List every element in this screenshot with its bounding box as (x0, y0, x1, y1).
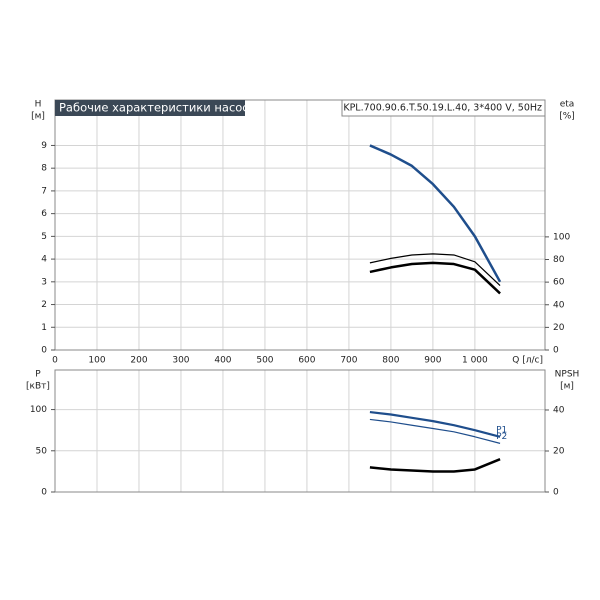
y2-tick-label: 60 (553, 278, 565, 288)
y2-tick-label: 100 (553, 232, 570, 242)
y2-axis-unit: [%] (559, 112, 575, 122)
x-tick-label: 1 000 (462, 356, 488, 366)
plot-frame (54, 99, 546, 351)
y-tick-label: 3 (41, 277, 47, 287)
x-tick-label: 200 (130, 356, 147, 366)
x-tick-label: 800 (382, 356, 399, 366)
y-axis-unit: [м] (31, 112, 45, 122)
y2-tick-label: 40 (553, 405, 565, 415)
x-tick-label: 100 (88, 356, 105, 366)
series-line (369, 253, 501, 286)
title-box (55, 100, 245, 116)
series-label: P2 (496, 432, 507, 442)
series-label: P1 (496, 425, 507, 435)
y-tick-label: 0 (41, 346, 47, 356)
y2-tick-label: 0 (553, 346, 559, 356)
y-axis-label: H (35, 100, 42, 110)
y2-tick-label: 80 (553, 255, 565, 265)
y-tick-label: 1 (41, 323, 47, 333)
y-tick-label: 8 (41, 164, 47, 174)
x-tick-label: 0 (52, 356, 58, 366)
x-tick-label: 400 (214, 356, 231, 366)
chart-title: Рабочие характеристики насоса (59, 101, 256, 115)
model-box (341, 99, 546, 117)
y2-tick-label: 20 (553, 323, 565, 333)
y2-axis-label: NPSH (555, 370, 580, 380)
y-tick-label: 6 (41, 209, 47, 219)
y-tick-label: 4 (41, 255, 47, 265)
y-tick-label: 9 (41, 141, 47, 151)
y2-tick-label: 40 (553, 300, 565, 310)
x-tick-label: 900 (424, 356, 441, 366)
series-line (369, 418, 501, 444)
y-tick-label: 2 (41, 300, 47, 310)
y-axis-label: P (35, 370, 41, 380)
y-tick-label: 100 (30, 405, 47, 415)
y-tick-label: 0 (41, 488, 47, 498)
series-line (369, 410, 501, 438)
x-tick-label: 300 (172, 356, 189, 366)
y2-axis-label: eta (560, 100, 575, 110)
x-axis-label: Q [л/с] (512, 356, 543, 366)
x-tick-label: 600 (298, 356, 315, 366)
y-tick-label: 50 (36, 446, 48, 456)
plot-frame (54, 369, 546, 493)
series-line (369, 261, 501, 295)
chart-subtitle: KPL.700.90.6.T.50.19.L.40, 3*400 V, 50Hz (343, 103, 542, 114)
y-tick-label: 5 (41, 232, 47, 242)
y2-axis-unit: [м] (560, 382, 574, 392)
series-line (369, 144, 502, 283)
y-tick-label: 7 (41, 186, 47, 196)
x-tick-label: 700 (340, 356, 357, 366)
y2-tick-label: 0 (553, 488, 559, 498)
y2-tick-label: 20 (553, 446, 565, 456)
x-tick-label: 500 (256, 356, 273, 366)
y-axis-unit: [кВт] (26, 382, 50, 392)
series-line (369, 458, 501, 473)
